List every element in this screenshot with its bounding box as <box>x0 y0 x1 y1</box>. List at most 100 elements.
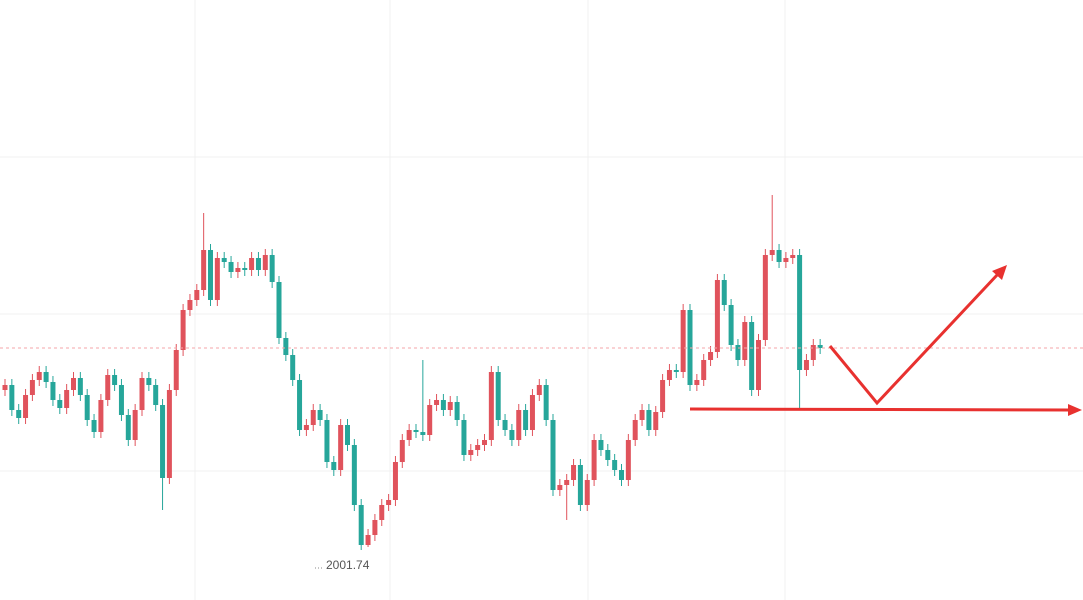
candle-body <box>43 372 49 382</box>
candle-body <box>577 465 583 505</box>
candle-body <box>23 395 29 418</box>
candle-body <box>591 440 597 480</box>
candle-body <box>214 258 220 300</box>
candle-body <box>625 440 631 480</box>
candle-body <box>502 420 508 430</box>
candle-body <box>242 268 248 270</box>
candle-body <box>297 380 303 430</box>
candle-body <box>392 462 398 500</box>
candle-body <box>91 420 97 432</box>
candle-body <box>516 410 522 440</box>
candle-body <box>173 350 179 390</box>
arrow-head <box>1068 404 1082 416</box>
candle-body <box>201 250 207 290</box>
candle-body <box>461 420 467 455</box>
arrow-line <box>689 407 1071 412</box>
candle-body <box>249 258 255 270</box>
candle-body <box>146 378 152 385</box>
candle-body <box>303 425 309 430</box>
candle-body <box>64 390 70 408</box>
candle-body <box>564 480 570 485</box>
candle-body <box>673 370 679 372</box>
candle-body <box>276 282 282 338</box>
candle-body <box>372 520 378 535</box>
candle-body <box>666 370 672 380</box>
candle-body <box>345 425 350 445</box>
candle-body <box>9 385 15 410</box>
candle-body <box>221 258 227 262</box>
candle-body <box>324 420 330 462</box>
candle-body <box>57 400 63 408</box>
candle-body <box>235 268 241 272</box>
candle-body <box>660 380 666 412</box>
candle-body <box>98 400 104 432</box>
candle-body <box>803 360 809 370</box>
candle-body <box>776 250 782 262</box>
candle-body <box>454 402 460 420</box>
candle-body <box>735 345 741 360</box>
candle-body <box>749 322 755 390</box>
candle-body <box>482 440 487 445</box>
candle-body <box>619 470 624 480</box>
candle-body <box>283 338 289 355</box>
candle-body <box>488 372 494 440</box>
candle-body <box>16 410 22 418</box>
candle-body <box>797 255 803 370</box>
arrow-head <box>992 265 1007 280</box>
candle-body <box>331 462 337 470</box>
candle-body <box>434 400 440 405</box>
candle-body <box>756 340 761 390</box>
candle-body <box>208 250 213 300</box>
candle-body <box>2 385 8 390</box>
candle-body <box>125 415 131 440</box>
candle-body <box>427 405 433 435</box>
candle-body <box>523 410 529 430</box>
candle-body <box>557 485 563 490</box>
candle-body <box>653 412 659 430</box>
candle-body <box>495 372 501 420</box>
candle-body <box>132 410 138 440</box>
annotation-arrows <box>689 265 1082 416</box>
candle-body <box>290 355 296 380</box>
candle-body <box>50 382 56 400</box>
candle-body <box>584 480 590 505</box>
candle-body <box>708 352 714 360</box>
candle-body <box>413 430 419 432</box>
candle-body <box>71 378 76 390</box>
candle-body <box>386 500 392 505</box>
candle-body <box>509 430 515 440</box>
candle-body <box>721 280 727 305</box>
candle-body <box>769 250 775 255</box>
candle-body <box>194 290 200 300</box>
candle-body <box>468 450 474 455</box>
low-label: 2001.74 <box>326 558 370 572</box>
candle-body <box>550 420 556 490</box>
candle-body <box>817 345 823 348</box>
candle-body <box>420 432 426 435</box>
candle-body <box>632 420 638 440</box>
candle-body <box>701 360 707 380</box>
candle-body <box>543 385 549 420</box>
candle-body <box>228 262 234 272</box>
candle-body <box>694 380 700 385</box>
candle-body <box>571 465 577 480</box>
candle-body <box>84 395 90 420</box>
candle-body <box>529 395 535 430</box>
candle-body <box>29 380 35 395</box>
candles <box>0 195 1083 550</box>
candle-body <box>358 505 364 545</box>
candle-body <box>77 378 83 395</box>
candle-body <box>605 450 611 460</box>
candle-body <box>153 385 159 405</box>
candle-body <box>742 322 748 360</box>
candle-body <box>762 255 768 340</box>
candle-body <box>598 440 604 450</box>
candle-body <box>399 440 405 462</box>
candle-body <box>680 310 686 372</box>
candle-body <box>166 390 172 478</box>
candle-body <box>160 405 166 478</box>
candle-body <box>728 305 734 345</box>
candle-body <box>365 535 371 545</box>
